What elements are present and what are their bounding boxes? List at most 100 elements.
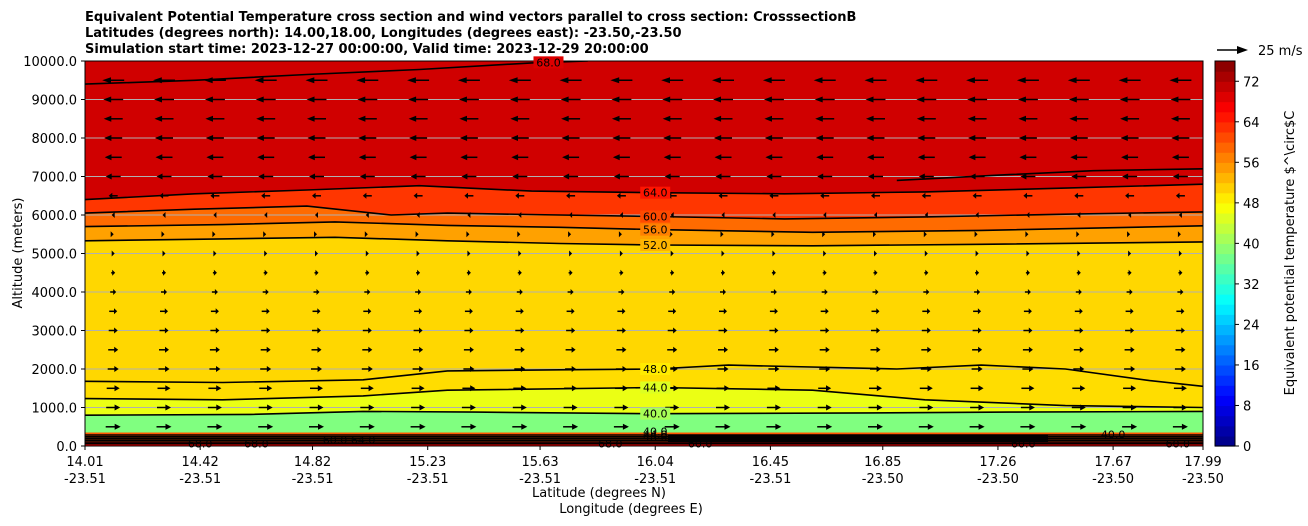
wind-vector-head	[1172, 173, 1179, 180]
wind-vector-head	[877, 423, 883, 430]
wind-vector-head	[563, 173, 570, 180]
wind-vector-head	[927, 404, 934, 411]
wind-vector-head	[1119, 96, 1128, 103]
wind-vector-head	[510, 115, 518, 122]
wind-vector-head	[264, 269, 268, 276]
wind-vector-head	[1080, 404, 1086, 411]
wind-vector-head	[622, 385, 628, 392]
wind-vector-head	[978, 327, 982, 334]
wind-vector-head	[874, 269, 878, 276]
wind-vector-head	[114, 366, 119, 372]
wind-vector-head	[772, 250, 776, 257]
wind-vector-head	[359, 173, 366, 180]
wind-vector-head	[368, 327, 372, 334]
colorbar-tick-label: 16	[1243, 359, 1260, 374]
wind-vector-head	[407, 77, 416, 84]
surface-contour-label: 68.0	[598, 438, 623, 451]
contour-line-68	[896, 168, 1203, 182]
wind-vector-head	[823, 250, 827, 257]
wind-vector-head	[257, 154, 264, 161]
wind-vector-head	[876, 308, 880, 315]
wind-vector-head	[611, 115, 620, 122]
wind-vector-head	[823, 212, 827, 218]
wind-vector-head	[368, 366, 373, 372]
wind-vector-head	[975, 250, 979, 257]
colorbar-segment	[1215, 131, 1235, 143]
wind-vector-head	[918, 173, 925, 180]
wind-vector-head	[876, 346, 881, 353]
colorbar-segment	[1215, 294, 1235, 305]
x-tick-label-lat: 17.67	[1095, 455, 1132, 470]
wind-vector-head	[1171, 135, 1179, 141]
colorbar-tick-label: 24	[1243, 318, 1260, 333]
wind-vector-head	[662, 115, 671, 122]
x-tick-label-lon: -23.51	[407, 472, 449, 487]
colorbar-segment	[1215, 142, 1235, 153]
contour-label-64: 64.0	[643, 187, 668, 200]
surface-contour-label: 64.0	[351, 434, 376, 447]
wind-vector-head	[205, 115, 213, 122]
wind-vector-head	[255, 96, 264, 103]
wind-vector-head	[571, 308, 575, 315]
surface-contour-label: 68.0	[244, 438, 269, 451]
wind-vector-head	[916, 115, 925, 122]
wind-vector-head	[976, 269, 980, 276]
wind-vector-head	[1181, 366, 1186, 372]
wind-vector-head	[822, 231, 826, 238]
quiver-key-arrowhead	[1237, 46, 1248, 54]
wind-vector-head	[356, 77, 366, 84]
colorbar-tick-label: 64	[1243, 116, 1260, 131]
wind-vector-head	[103, 96, 112, 103]
y-axis-label: Altitude (meters)	[11, 198, 26, 309]
wind-vector-head	[461, 173, 468, 180]
wind-vector-head	[263, 231, 267, 238]
wind-vector-head	[108, 192, 113, 199]
colorbar-segment	[1215, 324, 1235, 336]
wind-vector-head	[164, 308, 168, 315]
wind-vector-head	[968, 135, 976, 141]
x-tick-label-lat: 17.99	[1184, 455, 1221, 470]
wind-vector-head	[867, 154, 874, 161]
wind-vector-head	[102, 77, 111, 84]
wind-vector-head	[112, 269, 116, 276]
wind-vector-head	[622, 346, 627, 353]
title-line-1: Equivalent Potential Temperature cross s…	[85, 10, 856, 25]
y-tick-label: 6000.0	[32, 209, 78, 224]
wind-vector-head	[1128, 212, 1132, 218]
wind-vector-head	[713, 115, 722, 122]
wind-vector-head	[875, 289, 879, 295]
wind-vector-head	[967, 115, 976, 122]
wind-vector-head	[977, 289, 981, 295]
y-tick-label: 10000.0	[23, 55, 77, 70]
x-tick-label-lon: -23.50	[1092, 472, 1134, 487]
wind-vector-head	[264, 212, 268, 218]
wind-vector-head	[161, 231, 165, 238]
wind-vector-head	[1177, 231, 1181, 238]
contour-label-bg	[640, 381, 671, 394]
y-tick-label: 2000.0	[32, 363, 78, 378]
wind-vector-head	[156, 173, 163, 180]
title-line-2: Latitudes (degrees north): 14.00,18.00, …	[85, 26, 682, 41]
wind-vector-head	[315, 269, 319, 276]
wind-vector-head	[368, 423, 375, 430]
wind-vector-head	[1028, 327, 1033, 334]
colorbar-segment	[1215, 405, 1235, 417]
wind-vector-head	[766, 173, 773, 180]
wind-vector-head	[724, 385, 730, 392]
wind-vector-head	[1079, 346, 1084, 353]
wind-vector-head	[927, 308, 931, 315]
wind-vector-head	[713, 96, 721, 103]
wind-vector-head	[718, 192, 723, 199]
surface-contour-label: 40.0	[1101, 428, 1126, 441]
contour-label-68: 68.0	[536, 56, 561, 69]
quiver-key-label: 25 m/s	[1258, 44, 1303, 59]
wind-vector-head	[816, 154, 823, 161]
y-tick-label: 3000.0	[32, 325, 78, 340]
wind-vector-head	[256, 135, 264, 141]
colorbar-segment	[1215, 101, 1235, 113]
x-axis: 14.01 -23.51 14.42 -23.51 14.82 -23.51 15.23 -2…	[64, 446, 1224, 487]
wind-vector-head	[165, 385, 171, 392]
colorbar-segment	[1215, 121, 1235, 133]
colorbar-tick-label: 8	[1243, 399, 1251, 414]
wind-vector-head	[368, 385, 374, 392]
